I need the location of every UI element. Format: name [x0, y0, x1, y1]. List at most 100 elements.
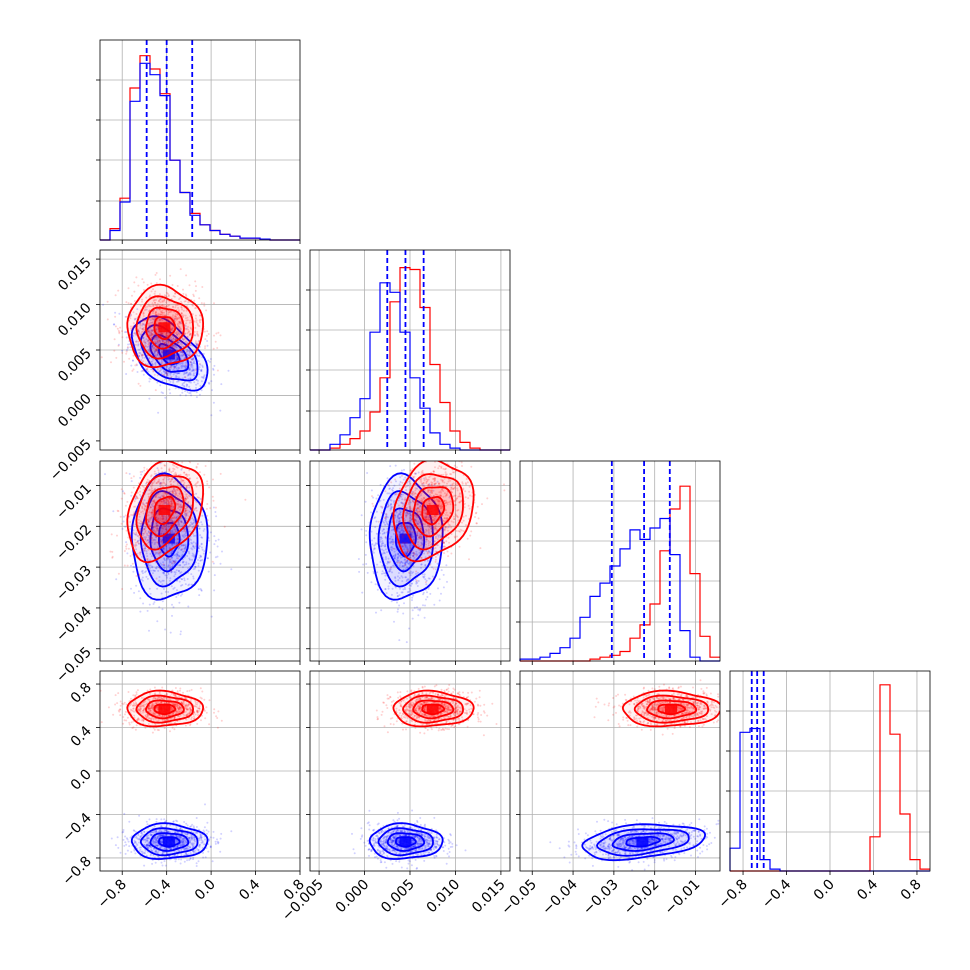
scatter-point	[184, 529, 187, 532]
scatter-point	[162, 495, 165, 498]
scatter-point	[171, 359, 174, 362]
scatter-point	[185, 512, 188, 515]
scatter-point	[167, 372, 169, 375]
scatter-point	[160, 360, 163, 363]
scatter-point	[152, 363, 154, 366]
scatter-point	[160, 540, 163, 542]
scatter-point	[154, 455, 156, 457]
scatter-point	[202, 375, 205, 378]
scatter-point	[171, 492, 174, 495]
scatter-point	[164, 501, 167, 504]
scatter-point	[149, 492, 152, 495]
scatter-point	[142, 330, 145, 333]
scatter-point	[399, 513, 402, 516]
scatter-point	[153, 350, 156, 353]
scatter-point	[175, 363, 178, 366]
scatter-point	[189, 505, 192, 508]
scatter-point	[140, 473, 143, 476]
scatter-point	[189, 377, 192, 380]
scatter-point	[164, 341, 167, 344]
scatter-point	[143, 319, 146, 322]
scatter-point	[135, 364, 138, 367]
scatter-point	[173, 586, 176, 589]
scatter-point	[405, 551, 408, 554]
scatter-point	[169, 579, 171, 582]
scatter-point	[152, 500, 155, 503]
scatter-point	[154, 541, 157, 544]
scatter-point	[391, 587, 394, 590]
scatter-point	[360, 514, 363, 517]
scatter-point	[429, 551, 432, 554]
scatter-point	[175, 335, 178, 338]
scatter-point	[157, 351, 160, 354]
scatter-point	[183, 371, 186, 374]
scatter-point	[159, 482, 162, 484]
scatter-point	[157, 524, 160, 527]
scatter-point	[422, 481, 425, 484]
scatter-point	[111, 556, 114, 559]
scatter-point	[130, 477, 133, 480]
scatter-point	[154, 551, 157, 554]
scatter-point	[139, 551, 142, 554]
scatter-point	[169, 377, 171, 380]
scatter-point	[178, 482, 181, 485]
scatter-point	[195, 306, 198, 309]
scatter-point	[372, 496, 375, 499]
scatter-point	[409, 556, 412, 559]
scatter-point	[396, 515, 399, 518]
scatter-point	[181, 561, 184, 564]
scatter-point	[177, 366, 180, 369]
y-tick-label: 0.005	[55, 346, 95, 386]
scatter-point	[193, 330, 196, 333]
scatter-point	[175, 355, 178, 358]
scatter-point	[143, 528, 146, 531]
scatter-point	[173, 562, 176, 565]
scatter-point	[187, 605, 190, 608]
scatter-point	[155, 494, 158, 497]
scatter-point	[389, 566, 392, 569]
scatter-point	[440, 569, 443, 572]
scatter-point	[148, 511, 151, 514]
scatter-point	[374, 542, 377, 545]
scatter-point	[155, 494, 158, 496]
scatter-point	[186, 350, 189, 353]
scatter-point	[161, 312, 164, 314]
scatter-point	[146, 558, 149, 561]
scatter-point	[100, 356, 103, 359]
scatter-point	[189, 373, 192, 375]
scatter-point	[154, 569, 156, 572]
scatter-point	[178, 505, 181, 508]
scatter-point	[177, 497, 180, 500]
scatter-point	[152, 347, 155, 350]
scatter-point	[390, 499, 393, 502]
scatter-point	[150, 536, 153, 539]
scatter-point	[444, 526, 447, 528]
scatter-point	[191, 558, 193, 561]
scatter-point	[159, 502, 162, 505]
scatter-point	[151, 508, 154, 511]
scatter-point	[133, 346, 136, 349]
scatter-point	[393, 564, 396, 567]
scatter-point	[148, 324, 151, 327]
scatter-point	[370, 489, 373, 492]
scatter-point	[142, 360, 145, 363]
y-tick-label: −0.05	[53, 644, 95, 686]
scatter-point	[149, 319, 152, 322]
scatter-point	[389, 487, 391, 490]
scatter-point	[186, 527, 189, 529]
scatter-point	[160, 481, 162, 484]
scatter-point	[120, 497, 123, 500]
scatter-point	[437, 587, 439, 590]
scatter-point	[405, 561, 408, 564]
scatter-point	[187, 494, 190, 497]
scatter-point	[179, 564, 182, 567]
scatter-point	[152, 369, 155, 372]
scatter-point	[151, 511, 154, 514]
scatter-point	[185, 294, 188, 297]
contour-line	[149, 334, 190, 373]
scatter-point	[162, 494, 165, 497]
scatter-point	[157, 517, 160, 520]
scatter-point	[190, 541, 193, 544]
scatter-point	[426, 559, 429, 562]
scatter-point	[162, 563, 165, 566]
